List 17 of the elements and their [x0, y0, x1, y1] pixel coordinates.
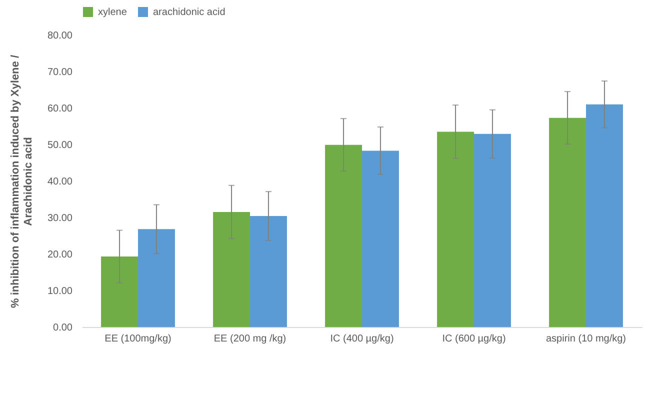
x-tick-label: EE (100mg/kg) [104, 334, 172, 344]
y-tick-label: 70.00 [47, 67, 73, 78]
x-tick-label: IC (400 µg/kg) [330, 334, 394, 344]
x-tick-label: IC (600 µg/kg) [442, 334, 506, 344]
y-tick-label: 40.00 [47, 176, 73, 188]
y-tick-label: 0.00 [53, 322, 73, 334]
y-tick-label: 50.00 [47, 140, 73, 151]
legend-label: xylene [98, 7, 128, 18]
y-tick-label: 10.00 [47, 286, 73, 297]
legend-label: arachidonic acid [153, 7, 226, 18]
y-tick-label: 60.00 [47, 104, 73, 114]
y-tick-label: 30.00 [47, 213, 73, 224]
y-axis-title: % inhibition of inflammation induced by Xylene / Arachidonic acid [9, 54, 34, 308]
y-tick-label: 80.00 [47, 30, 73, 42]
x-tick-label: EE (200 mg /kg) [214, 334, 286, 344]
y-tick-label: 20.00 [47, 250, 73, 260]
x-tick-label: aspirin (10 mg/kg) [546, 334, 626, 344]
